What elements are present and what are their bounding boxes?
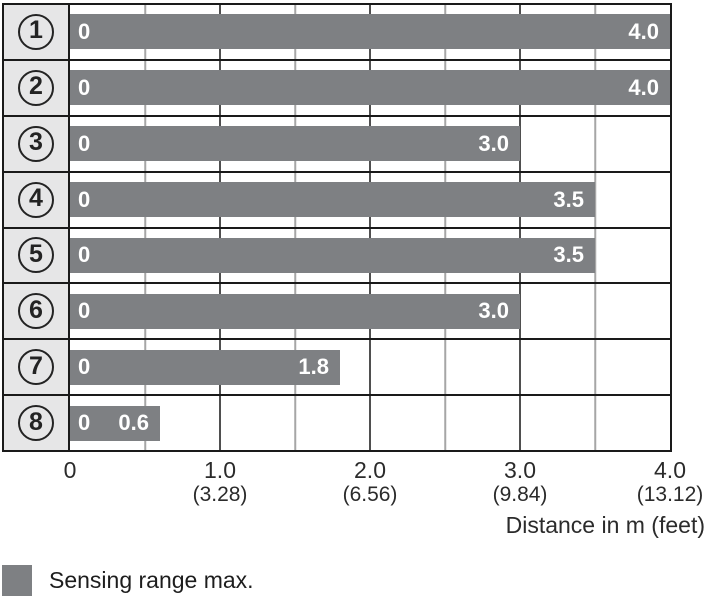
legend-label: Sensing range max. xyxy=(49,567,254,593)
row-label: 8 xyxy=(4,396,68,450)
bar-start-label: 0 xyxy=(78,74,91,100)
bar-row: 0 3.5 xyxy=(70,229,670,285)
tick-label: 0 xyxy=(63,457,77,483)
bar-row: 0 0.6 xyxy=(70,396,670,450)
x-axis-title: Distance in m (feet) xyxy=(505,512,705,538)
tick-label: 4.0 (13.12) xyxy=(636,457,704,507)
bar-row: 0 3.0 xyxy=(70,284,670,341)
circled-number: 5 xyxy=(18,237,54,274)
tick-sub-label: (13.12) xyxy=(636,483,704,507)
x-axis-ticks: 0 1.0 (3.28) 2.0 (6.56) 3.0 (9.84) 4.0 (13.12) xyxy=(64,457,704,512)
row-label: 6 xyxy=(4,284,68,341)
sensing-range-bar: 0 3.0 xyxy=(70,293,520,329)
circled-number: 6 xyxy=(18,293,54,330)
circled-number: 4 xyxy=(18,181,54,218)
legend-swatch-icon xyxy=(2,565,32,596)
bar-row: 0 3.5 xyxy=(70,173,670,229)
bar-start-label: 0 xyxy=(78,354,91,380)
plot-area: 0 4.0 0 4.0 0 3.0 0 3.5 0 3.5 0 3.0 0 1.8 0 0.6 xyxy=(70,5,670,450)
bar-value-label: 4.0 xyxy=(628,18,659,44)
bar-value-label: 0.6 xyxy=(118,410,149,436)
bar-start-label: 0 xyxy=(78,410,91,436)
tick-sub-label: (3.28) xyxy=(192,483,248,507)
bar-row: 0 4.0 xyxy=(70,5,670,61)
bar-value-label: 3.5 xyxy=(553,242,584,268)
bar-row: 0 4.0 xyxy=(70,61,670,117)
bar-start-label: 0 xyxy=(78,298,91,324)
bar-start-label: 0 xyxy=(78,186,91,212)
bar-value-label: 3.0 xyxy=(478,298,509,324)
bar-start-label: 0 xyxy=(78,130,91,156)
bar-value-label: 3.5 xyxy=(553,186,584,212)
bar-value-label: 3.0 xyxy=(478,130,509,156)
bar-value-label: 4.0 xyxy=(628,74,659,100)
circled-number: 2 xyxy=(18,69,54,106)
tick-main-label: 2.0 xyxy=(354,457,386,483)
tick-main-label: 1.0 xyxy=(204,457,236,483)
tick-main-label: 4.0 xyxy=(654,457,686,483)
circled-number: 7 xyxy=(18,349,54,386)
legend: Sensing range max. xyxy=(2,565,254,596)
circled-number: 8 xyxy=(18,405,54,442)
sensing-range-bar: 0 3.0 xyxy=(70,126,520,162)
bar-start-label: 0 xyxy=(78,242,91,268)
sensing-range-bar: 0 1.8 xyxy=(70,349,340,385)
tick-main-label: 3.0 xyxy=(504,457,536,483)
tick-sub-label: (9.84) xyxy=(492,483,548,507)
sensing-range-bar: 0 0.6 xyxy=(70,405,160,441)
circled-number: 1 xyxy=(18,13,54,50)
tick-label: 1.0 (3.28) xyxy=(192,457,248,507)
tick-label: 2.0 (6.56) xyxy=(342,457,398,507)
row-label: 4 xyxy=(4,173,68,229)
sensing-range-bar: 0 3.5 xyxy=(70,237,595,273)
sensing-range-bar: 0 4.0 xyxy=(70,14,670,50)
bar-row: 0 1.8 xyxy=(70,340,670,397)
row-label-column: 1 2 3 4 5 6 7 8 xyxy=(4,5,70,450)
bar-value-label: 1.8 xyxy=(298,354,329,380)
row-label: 2 xyxy=(4,61,68,117)
bar-start-label: 0 xyxy=(78,18,91,44)
tick-main-label: 0 xyxy=(63,457,77,483)
row-label: 1 xyxy=(4,5,68,61)
sensing-range-bar: 0 3.5 xyxy=(70,182,595,218)
circled-number: 3 xyxy=(18,125,54,162)
row-label: 7 xyxy=(4,340,68,397)
tick-label: 3.0 (9.84) xyxy=(492,457,548,507)
tick-sub-label: (6.56) xyxy=(342,483,398,507)
sensing-range-bar: 0 4.0 xyxy=(70,70,670,106)
row-label: 3 xyxy=(4,117,68,173)
row-label: 5 xyxy=(4,229,68,285)
bar-row: 0 3.0 xyxy=(70,117,670,173)
